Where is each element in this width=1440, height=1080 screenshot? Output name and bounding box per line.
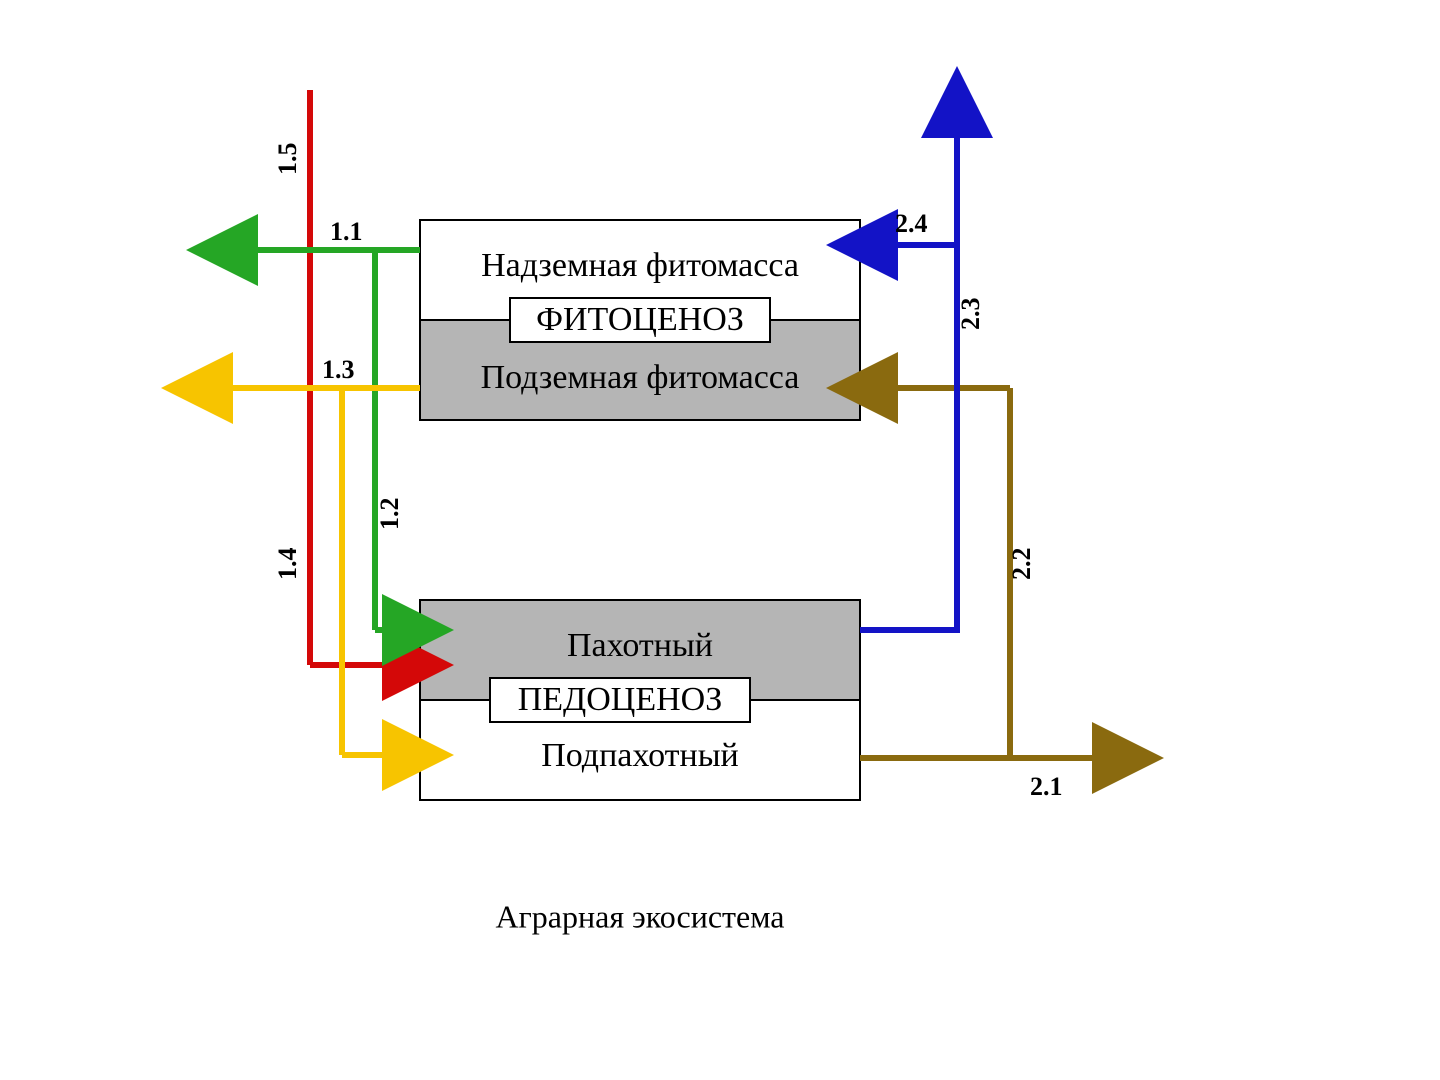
edge-2-1-label: 2.1 — [1030, 772, 1063, 801]
pedo-upper-label: Пахотный — [567, 627, 713, 664]
edge-2-3: 2.3 — [860, 120, 985, 633]
pedo-lower-label: Подпахотный — [541, 737, 739, 774]
edge-1-1: 1.1 — [240, 217, 420, 250]
phytocoenosis-node: Надземная фитомасса ФИТОЦЕНОЗ Подземная … — [420, 220, 860, 420]
edge-1-2: 1.2 — [375, 247, 404, 630]
ecosystem-diagram: Надземная фитомасса ФИТОЦЕНОЗ Подземная … — [0, 0, 1440, 1080]
edge-2-4: 2.4 — [880, 209, 957, 245]
pedo-title-label: ПЕДОЦЕНОЗ — [518, 681, 723, 718]
edge-2-4-label: 2.4 — [895, 209, 928, 238]
edge-1-2-label: 1.2 — [375, 498, 404, 531]
edge-1-4: 1.4 — [273, 548, 400, 666]
edge-2-2-label: 2.2 — [1007, 548, 1036, 581]
phyto-title-label: ФИТОЦЕНОЗ — [536, 301, 744, 338]
edge-2-1: 2.1 — [860, 758, 1110, 801]
edge-1-1-label: 1.1 — [330, 217, 363, 246]
edge-1-5-label: 1.5 — [273, 143, 302, 176]
edge-1-3-label: 1.3 — [322, 355, 355, 384]
diagram-caption: Аграрная экосистема — [496, 898, 785, 934]
pedocoenosis-node: Пахотный ПЕДОЦЕНОЗ Подпахотный — [420, 600, 860, 800]
phyto-upper-label: Надземная фитомасса — [481, 247, 799, 284]
edge-1-3: 1.3 — [215, 355, 420, 755]
edge-2-3-label: 2.3 — [956, 298, 985, 331]
phyto-lower-label: Подземная фитомасса — [481, 359, 800, 396]
edge-1-4-label: 1.4 — [273, 548, 302, 581]
